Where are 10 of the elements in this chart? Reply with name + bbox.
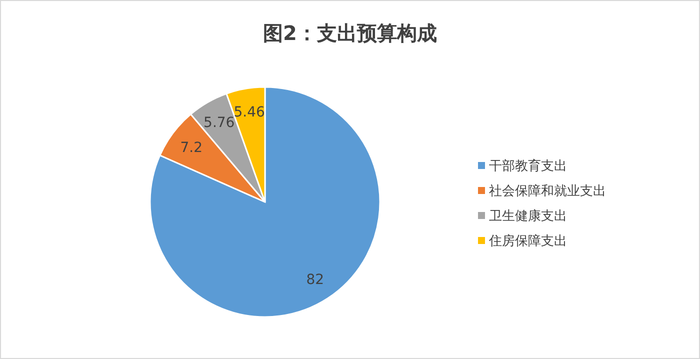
legend-label: 社会保障和就业支出 [489, 184, 606, 199]
pie-slice [149, 86, 381, 318]
data-label: 82 [306, 272, 324, 288]
data-label: 5.46 [234, 104, 266, 120]
legend-label: 住房保障支出 [488, 233, 567, 249]
data-label: 5.76 [204, 115, 235, 132]
data-label: 7.2 [180, 140, 203, 156]
legend-label: 干部教育支出 [489, 158, 567, 174]
chart-title: 图2：支出预算构成 [263, 21, 437, 45]
legend-label: 卫生健康支出 [489, 209, 567, 224]
